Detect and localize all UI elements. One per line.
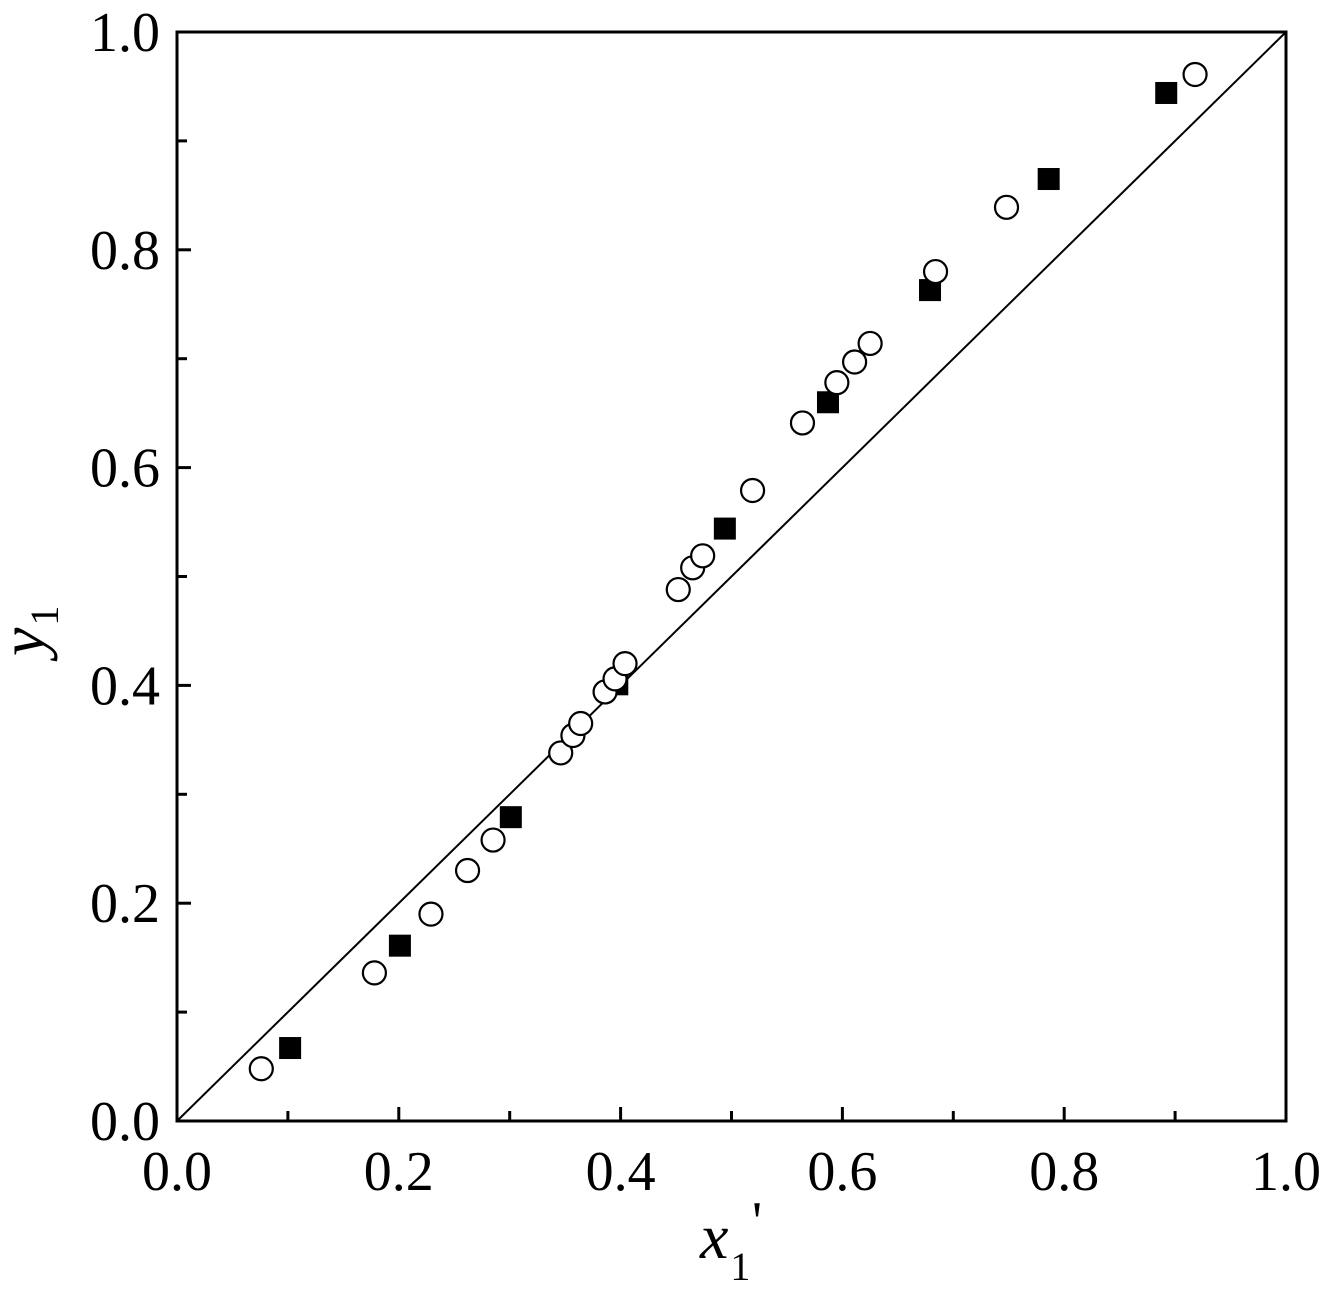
x-axis-label-prime: ': [752, 1191, 762, 1253]
plot-frame: [175, 30, 1288, 1123]
open-circle-point: [857, 330, 883, 357]
open-circle-point: [361, 960, 388, 986]
axis-ticks: [177, 139, 1177, 1121]
filled-square-point: [279, 1037, 302, 1060]
filled-square-point: [713, 517, 736, 540]
filled-square-point: [1155, 81, 1178, 104]
reference-line: [176, 31, 1287, 1122]
x-axis-label: x1 ': [699, 1191, 762, 1289]
x-tick-label: 0.4: [586, 1141, 656, 1203]
open-circle-point: [824, 370, 850, 396]
x-tick-label: 0.6: [807, 1141, 877, 1203]
y-axis-label-subscript: 1: [22, 606, 67, 626]
x-tick-label: 0.8: [1029, 1141, 1099, 1203]
data-points: [248, 61, 1208, 1082]
filled-square-point: [1037, 168, 1060, 191]
y-tick-label: 0.8: [90, 220, 160, 282]
open-circle-point: [548, 740, 574, 766]
y-tick-label: 1.0: [90, 2, 160, 64]
open-circle-point: [418, 901, 444, 927]
y-axis-label-symbol: y: [0, 627, 58, 662]
open-circle-point: [789, 410, 816, 436]
x-axis-label-text: x1: [699, 1201, 750, 1289]
y-tick-label: 0.4: [90, 655, 160, 717]
open-circle-point: [248, 1056, 274, 1082]
open-circle-point: [480, 827, 506, 853]
open-circle-point: [690, 543, 716, 569]
y-tick-label: 0.6: [90, 438, 160, 500]
open-circle-point: [993, 194, 1020, 220]
open-circle-point: [568, 710, 594, 737]
x-axis-label-subscript: 1: [730, 1244, 750, 1289]
y-axis-label-text: y1: [0, 606, 67, 662]
x-tick-label: 0.0: [142, 1141, 212, 1203]
filled-square-point: [499, 806, 522, 829]
tick-labels: 0.0 0.2 0.4 0.6 0.8 1.0 0.0 0.2 0.4 0.6 0.8 1.0: [90, 2, 1321, 1203]
y-tick-label: 0.0: [90, 1091, 160, 1153]
open-circle-point: [454, 857, 481, 884]
filled-square-point: [816, 391, 839, 414]
y-axis-label: y1: [0, 606, 67, 662]
open-circle-point: [922, 258, 949, 285]
filled-square-point: [388, 934, 411, 957]
x-tick-label: 0.2: [364, 1141, 434, 1203]
open-circle-point: [841, 349, 868, 375]
y-tick-label: 0.2: [90, 873, 160, 935]
open-circle-point: [739, 477, 766, 504]
open-circle-point: [612, 651, 638, 677]
open-circle-point: [1182, 61, 1208, 88]
open-circle-point: [665, 576, 691, 603]
reference-line-group: [176, 31, 1287, 1122]
x-tick-label: 1.0: [1251, 1141, 1321, 1203]
x-axis-label-symbol: x: [699, 1201, 728, 1272]
filled-square-point: [919, 279, 942, 302]
